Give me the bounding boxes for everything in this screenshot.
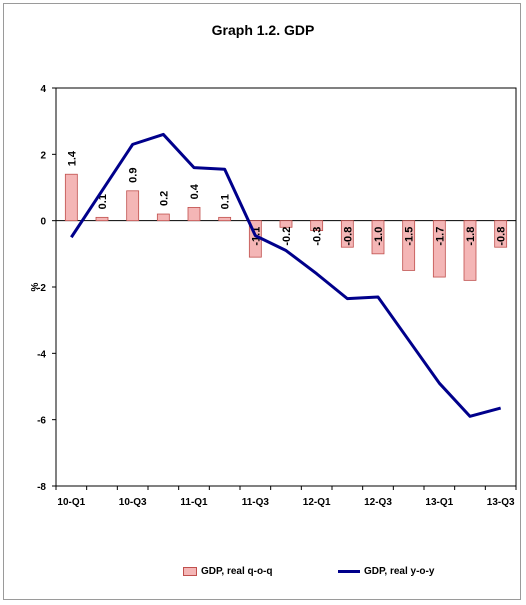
bar-data-label: -1.5 xyxy=(404,227,416,246)
line-yoy xyxy=(70,132,502,418)
bar-data-label: -0.8 xyxy=(342,227,354,246)
x-tick-label: 11-Q3 xyxy=(242,497,270,508)
bar-data-label: 0.1 xyxy=(97,194,109,209)
chart-frame xyxy=(3,3,521,600)
bar-qoq xyxy=(310,220,324,232)
x-tick-label: 13-Q1 xyxy=(425,497,453,508)
y-tick-label: -8 xyxy=(37,482,46,493)
bar-qoq xyxy=(494,220,508,248)
bar-qoq xyxy=(218,216,232,222)
legend-label-yoy: GDP, real y-o-y xyxy=(364,566,435,577)
bar-qoq xyxy=(402,220,416,271)
chart-title: Graph 1.2. GDP xyxy=(211,22,315,38)
y-axis-label: % xyxy=(30,282,41,291)
x-tick-label: 13-Q3 xyxy=(487,497,515,508)
bar-qoq xyxy=(126,190,140,222)
bar-data-label: 0.2 xyxy=(158,191,170,206)
bar-qoq xyxy=(156,213,170,222)
legend-item-qoq: GDP, real q-o-q xyxy=(183,566,273,577)
legend-swatch-line xyxy=(338,570,360,573)
bar-qoq xyxy=(371,220,385,255)
bar-data-label: -0.2 xyxy=(281,227,293,246)
y-tick-label: 4 xyxy=(40,84,46,95)
bar-data-label: -1.0 xyxy=(373,227,385,246)
y-tick-label: -2 xyxy=(37,283,46,294)
y-tick-label: -4 xyxy=(37,349,46,360)
bar-data-label: 0.4 xyxy=(189,183,201,199)
bar-qoq xyxy=(279,220,293,228)
bar-data-label: 0.9 xyxy=(128,168,140,183)
bar-data-label: -0.8 xyxy=(496,227,508,246)
bar-data-label: -1.8 xyxy=(465,227,477,246)
y-tick-label: 0 xyxy=(40,217,46,228)
y-tick-label: 2 xyxy=(40,150,46,161)
plot-area xyxy=(55,87,517,487)
x-tick-label: 10-Q1 xyxy=(57,497,85,508)
bar-qoq xyxy=(432,220,446,278)
bar-qoq xyxy=(187,206,201,222)
x-tick-label: 12-Q1 xyxy=(303,497,331,508)
x-tick-label: 12-Q3 xyxy=(364,497,392,508)
bar-data-label: -0.3 xyxy=(312,227,324,246)
legend-label-qoq: GDP, real q-o-q xyxy=(201,566,273,577)
bar-data-label: -1.7 xyxy=(434,227,446,246)
bar-qoq xyxy=(463,220,477,281)
y-tick-label: -6 xyxy=(37,416,46,427)
legend-item-yoy: GDP, real y-o-y xyxy=(338,566,434,577)
legend-swatch-bar xyxy=(183,567,197,576)
x-tick-label: 11-Q1 xyxy=(180,497,208,508)
bar-data-label: 1.4 xyxy=(66,150,78,166)
bar-data-label: 0.1 xyxy=(220,194,232,209)
bar-qoq xyxy=(95,216,109,222)
x-tick-label: 10-Q3 xyxy=(119,497,147,508)
bar-qoq xyxy=(64,173,78,222)
bar-qoq xyxy=(340,220,354,248)
